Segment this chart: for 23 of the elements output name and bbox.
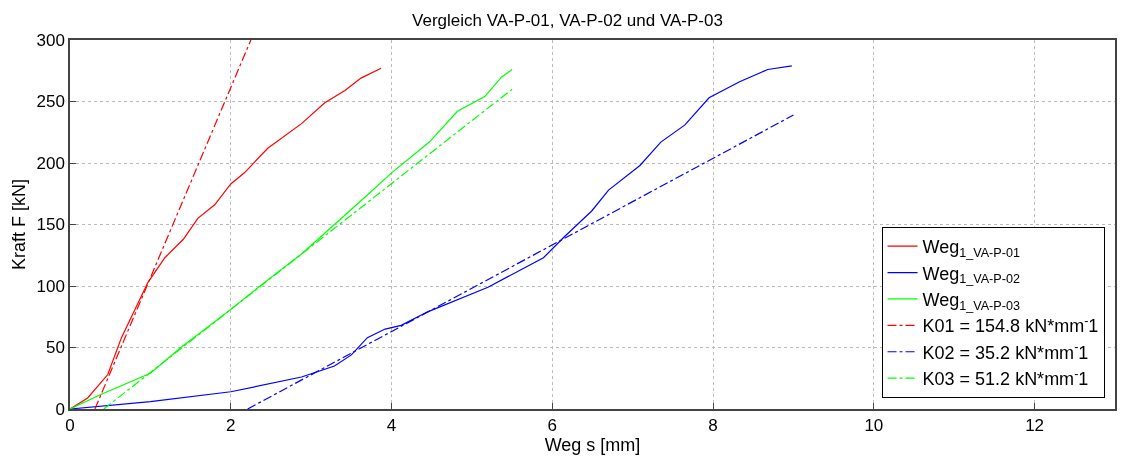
x-tick-label: 10 (864, 416, 884, 436)
legend-label: Weg$_{1_VA-P-01}$ (922, 237, 1020, 260)
y-tick-label: 250 (36, 92, 65, 112)
x-axis-title: Weg s [mm] (544, 435, 641, 456)
legend-label: K01 = 154.8 kN*mm$^{-}$1 (922, 313, 1099, 337)
y-tick-label: 100 (36, 276, 65, 296)
y-tick-label: 50 (45, 338, 65, 358)
x-tick-label: 8 (708, 416, 718, 436)
legend-label: Weg$_{1_VA-P-03}$ (922, 289, 1020, 313)
line-series (70, 65, 793, 409)
legend-label: K02 = 35.2 kN*mm$^{-}$1 (922, 340, 1089, 363)
y-tick-label: 300 (36, 30, 65, 50)
y-tick-label: 200 (36, 153, 65, 173)
y-tick-label: 150 (36, 215, 65, 235)
legend-label: Weg$_{1_VA-P-02}$ (922, 263, 1020, 287)
chart-title: Vergleich VA-P-01, VA-P-02 und VA-P-03 (412, 10, 723, 30)
y-tick-label: 0 (55, 399, 65, 419)
x-tick-label: 2 (226, 416, 236, 436)
legend-label: K03 = 51.2 kN*mm$^{-}$1 (922, 366, 1089, 390)
x-tick-label: 4 (386, 416, 397, 436)
x-tick-label: 6 (547, 416, 558, 436)
y-axis-title: Kraft F [kN] (9, 178, 30, 271)
x-tick-label: 12 (1025, 416, 1045, 436)
